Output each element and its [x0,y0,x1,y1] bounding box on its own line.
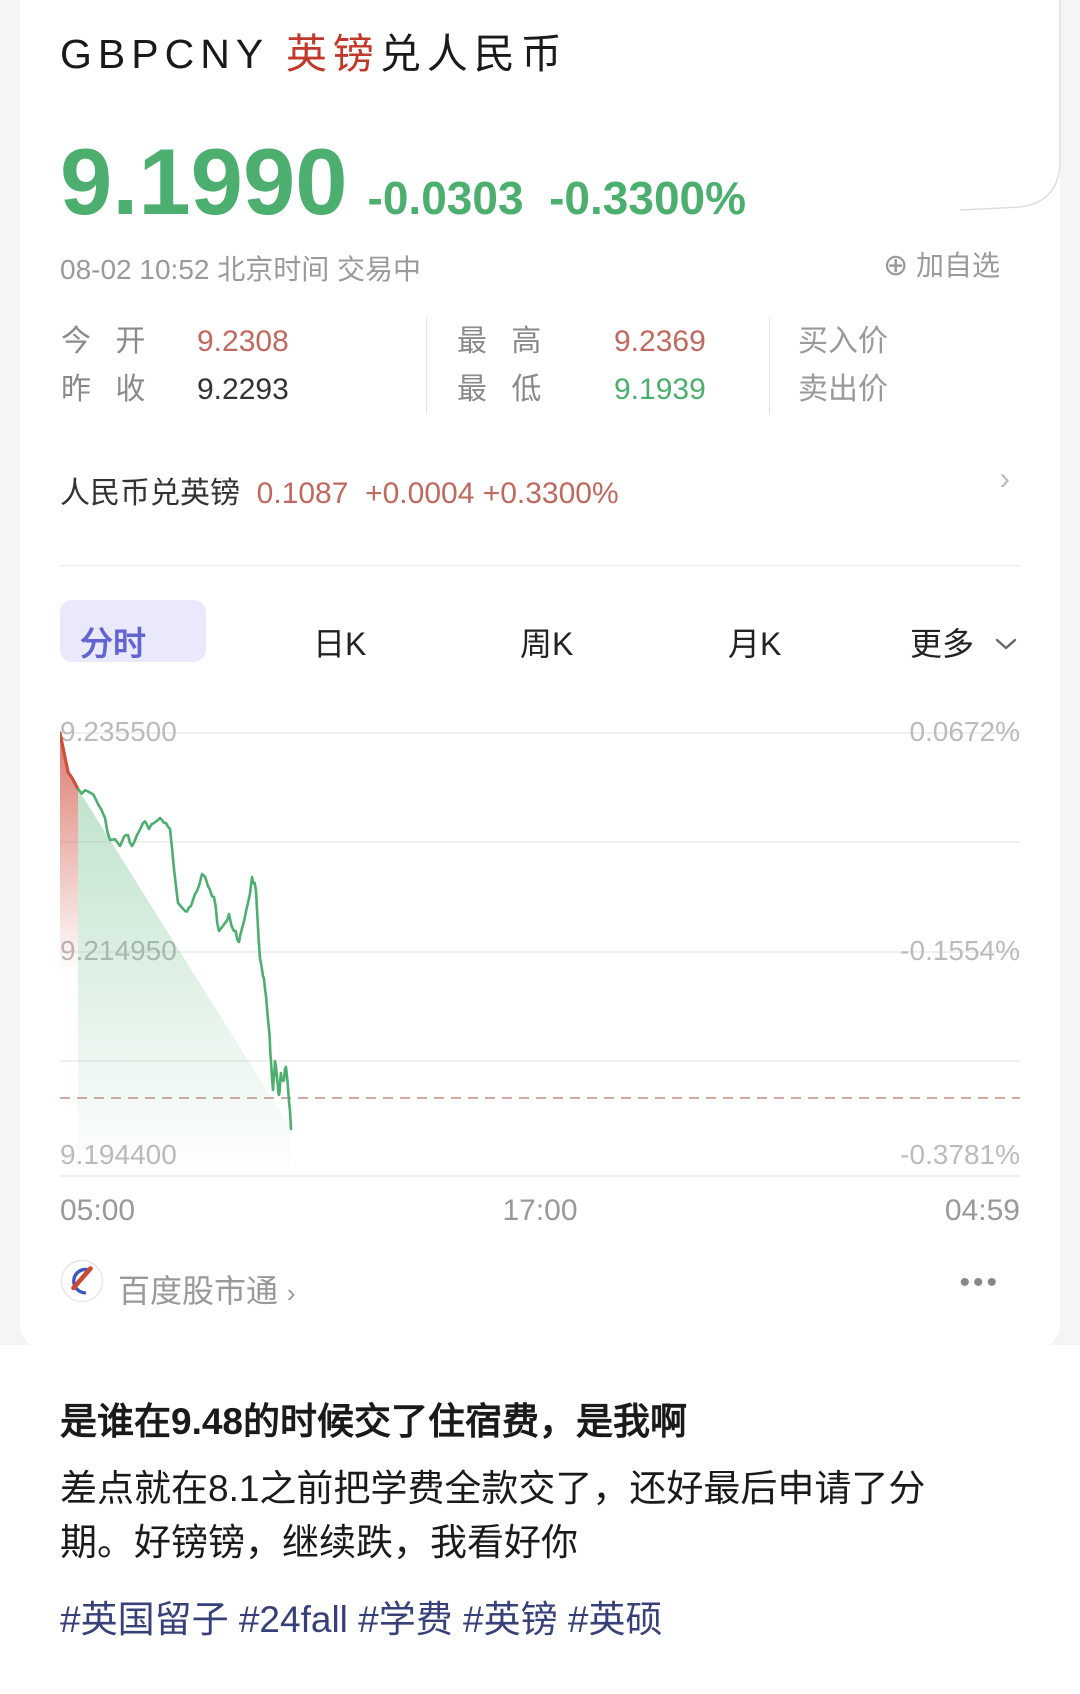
svg-text:04:59: 04:59 [945,1194,1020,1227]
svg-text:-0.1554%: -0.1554% [900,935,1020,966]
svg-text:0.0672%: 0.0672% [909,716,1020,747]
svg-text:05:00: 05:00 [60,1194,135,1227]
svg-text:-0.3781%: -0.3781% [900,1139,1020,1170]
svg-text:9.235500: 9.235500 [60,716,177,747]
svg-text:17:00: 17:00 [502,1194,577,1227]
